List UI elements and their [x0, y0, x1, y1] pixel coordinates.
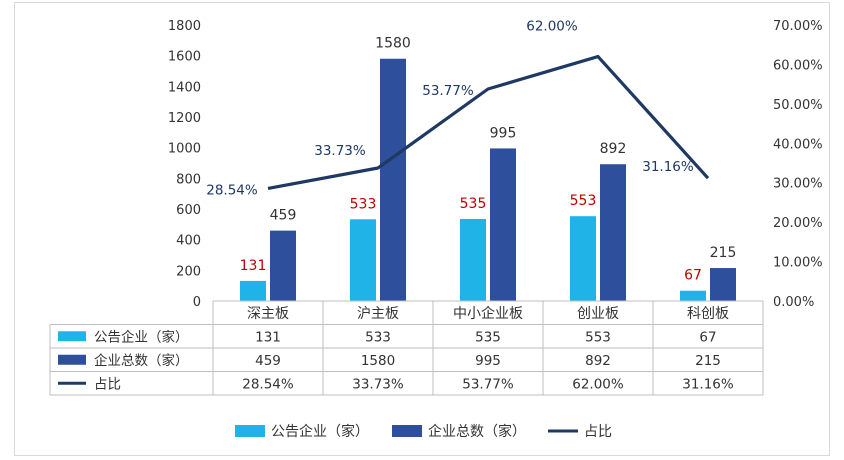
- table-legend-key: [58, 331, 86, 342]
- table-cell: 459: [255, 353, 281, 369]
- table-cell: 892: [585, 353, 611, 369]
- line-series-ratio: [267, 54, 710, 191]
- legend-label: 占比: [584, 424, 612, 440]
- table-cell: 67: [699, 329, 716, 345]
- table-cell: 62.00%: [572, 376, 624, 392]
- table-row-label: 占比: [94, 376, 121, 392]
- y-left-tick-label: 1400: [168, 80, 201, 95]
- table-row-label: 企业总数（家）: [94, 352, 189, 369]
- x-tick-label: 创业板: [577, 306, 619, 322]
- x-tick-label: 深主板: [247, 306, 289, 322]
- data-label: 535: [460, 196, 487, 212]
- chart-frame: [14, 2, 830, 456]
- y-right-tick-label: 0.00%: [773, 295, 814, 310]
- line-data-label: 62.00%: [526, 19, 578, 35]
- bar: [490, 148, 516, 301]
- bar: [680, 290, 706, 301]
- line-data-label: 28.54%: [206, 182, 258, 198]
- table-cell: 131: [255, 329, 281, 345]
- y-left-tick-label: 1000: [168, 142, 201, 157]
- data-label: 459: [270, 208, 297, 224]
- y-right-tick-label: 30.00%: [773, 177, 823, 192]
- bar: [570, 216, 596, 301]
- bar: [600, 164, 626, 301]
- line-data-label: 31.16%: [642, 159, 694, 175]
- y-right-tick-label: 40.00%: [773, 137, 823, 152]
- table-cell: 535: [475, 329, 501, 345]
- data-label: 67: [684, 268, 702, 284]
- data-label: 892: [600, 141, 627, 157]
- bar: [710, 268, 736, 301]
- table-cell: 1580: [361, 353, 395, 369]
- y-right-tick-label: 10.00%: [773, 256, 823, 271]
- legend-label: 企业总数（家）: [428, 423, 526, 440]
- y-right-tick-label: 60.00%: [773, 58, 823, 73]
- legend-label: 公告企业（家）: [271, 423, 369, 440]
- bar: [270, 230, 296, 301]
- line-data-label: 33.73%: [314, 143, 366, 159]
- data-label: 553: [570, 193, 597, 209]
- data-label: 131: [240, 258, 267, 274]
- x-tick-label: 科创板: [687, 306, 729, 322]
- data-label: 215: [710, 245, 737, 261]
- y-left-tick-label: 200: [176, 264, 201, 279]
- y-left-tick-label: 1800: [168, 19, 201, 34]
- table-cell: 533: [365, 329, 391, 345]
- x-tick-label: 沪主板: [357, 306, 399, 322]
- table-cell: 995: [475, 353, 501, 369]
- y-left-tick-label: 0: [193, 295, 201, 310]
- legend-key: [235, 425, 265, 437]
- table-cell: 553: [585, 329, 611, 345]
- table-legend-key: [58, 354, 86, 365]
- table-cell: 31.16%: [682, 376, 734, 392]
- bar: [240, 280, 266, 301]
- y-left-tick-label: 800: [176, 172, 201, 187]
- data-label: 995: [490, 125, 517, 141]
- data-label: 1580: [375, 36, 411, 52]
- table-row-label: 公告企业（家）: [94, 328, 189, 345]
- x-tick-label: 中小企业板: [453, 305, 523, 322]
- table-cell: 215: [695, 353, 721, 369]
- y-left-tick-label: 600: [176, 203, 201, 218]
- table-cell: 53.77%: [462, 376, 514, 392]
- legend-key: [392, 425, 422, 437]
- y-left-tick-label: 400: [176, 234, 201, 249]
- table-cell: 28.54%: [242, 376, 294, 392]
- y-right-tick-label: 20.00%: [773, 216, 823, 231]
- bar: [460, 218, 486, 301]
- data-label: 533: [350, 196, 377, 212]
- y-left-tick-label: 1200: [168, 111, 201, 126]
- y-right-tick-label: 70.00%: [773, 19, 823, 34]
- table-cell: 33.73%: [352, 376, 404, 392]
- bar: [380, 58, 406, 301]
- y-left-tick-label: 1600: [168, 50, 201, 65]
- line-data-label: 53.77%: [422, 83, 474, 99]
- bar: [350, 219, 376, 301]
- y-right-tick-label: 50.00%: [773, 98, 823, 113]
